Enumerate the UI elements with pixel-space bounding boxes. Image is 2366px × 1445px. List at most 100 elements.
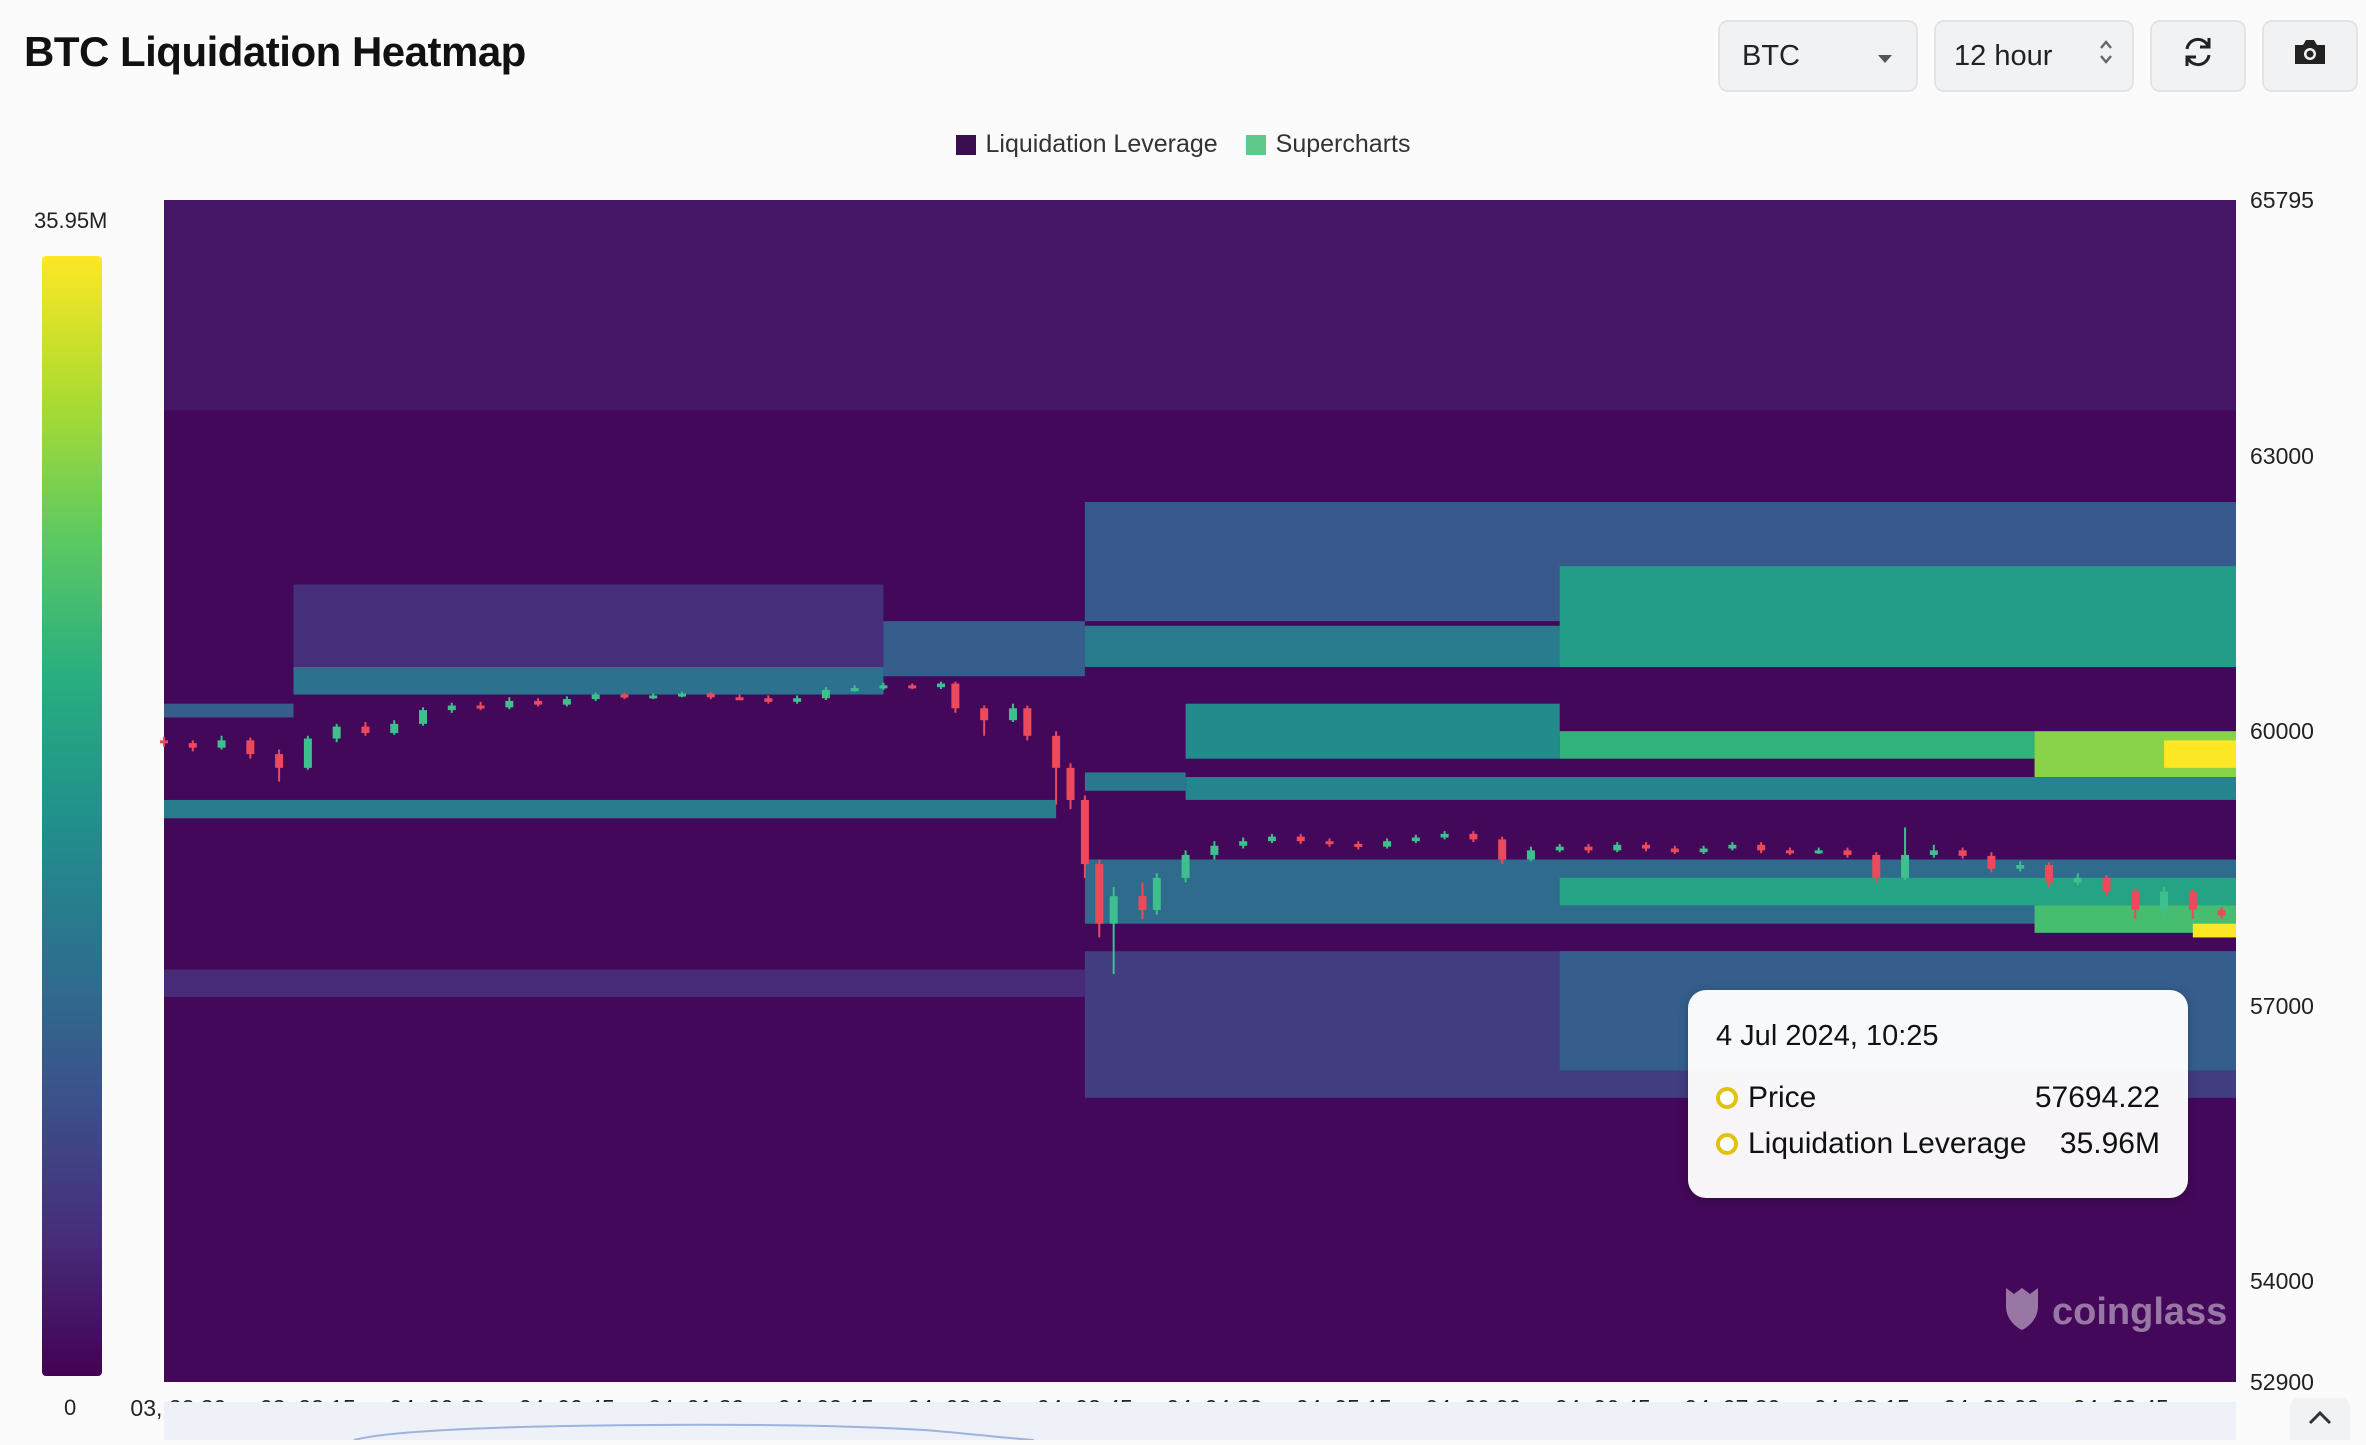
candle[interactable] <box>447 702 456 713</box>
candle[interactable] <box>821 687 830 701</box>
candle[interactable] <box>1411 834 1420 844</box>
candle[interactable] <box>879 682 888 690</box>
candle[interactable] <box>2073 873 2082 886</box>
refresh-button[interactable] <box>2150 20 2246 92</box>
candle[interactable] <box>390 720 399 735</box>
colorbar[interactable] <box>42 256 102 1376</box>
candle-body <box>706 693 715 698</box>
candle[interactable] <box>1670 845 1679 855</box>
candle[interactable] <box>1526 846 1535 862</box>
candle[interactable] <box>1023 705 1032 741</box>
candle[interactable] <box>332 723 341 743</box>
heat-band <box>883 621 1085 677</box>
candle[interactable] <box>1080 795 1089 878</box>
candle-body <box>1901 854 1910 878</box>
candle[interactable] <box>1613 842 1622 853</box>
candle[interactable] <box>908 683 917 690</box>
screenshot-button[interactable] <box>2262 20 2358 92</box>
refresh-icon <box>2180 34 2216 78</box>
candle[interactable] <box>735 694 744 701</box>
candle[interactable] <box>1929 844 1938 858</box>
candle[interactable] <box>1267 833 1276 844</box>
legend-item-supercharts[interactable]: Supercharts <box>1245 130 1410 159</box>
candle[interactable] <box>1901 827 1910 880</box>
candle[interactable] <box>1152 873 1161 915</box>
candle[interactable] <box>476 701 485 711</box>
navigator-line <box>353 1423 1035 1441</box>
candle[interactable] <box>534 698 543 707</box>
candle[interactable] <box>793 695 802 704</box>
candle-body <box>160 740 168 744</box>
candle[interactable] <box>850 685 859 692</box>
candle[interactable] <box>1642 842 1651 852</box>
candle[interactable] <box>1066 763 1075 810</box>
candle[interactable] <box>1987 852 1996 873</box>
candle[interactable] <box>1699 845 1708 855</box>
candle[interactable] <box>1095 859 1104 938</box>
candle[interactable] <box>1109 887 1118 975</box>
candle[interactable] <box>160 736 168 747</box>
candle[interactable] <box>1138 882 1147 920</box>
candle[interactable] <box>361 722 370 736</box>
heat-band <box>1559 566 2236 668</box>
candle[interactable] <box>591 692 600 701</box>
candle[interactable] <box>951 681 960 713</box>
candle[interactable] <box>1584 843 1593 854</box>
candle[interactable] <box>1469 831 1478 843</box>
candle[interactable] <box>1814 847 1823 855</box>
candle[interactable] <box>2102 875 2111 897</box>
candle[interactable] <box>1728 842 1737 851</box>
candle[interactable] <box>2044 862 2053 888</box>
candle-body <box>951 683 960 709</box>
candle[interactable] <box>275 749 284 782</box>
candle[interactable] <box>1958 847 1967 859</box>
candle-body <box>419 710 427 724</box>
candle[interactable] <box>764 695 773 704</box>
candle[interactable] <box>1052 731 1061 805</box>
legend-item-liquidation-leverage[interactable]: Liquidation Leverage <box>955 130 1218 159</box>
candle[interactable] <box>1498 836 1507 865</box>
candle[interactable] <box>1843 847 1852 858</box>
candle[interactable] <box>419 707 427 726</box>
candle[interactable] <box>217 735 226 750</box>
candle[interactable] <box>706 691 715 700</box>
candle[interactable] <box>2188 888 2197 920</box>
candle[interactable] <box>246 737 255 759</box>
candle[interactable] <box>1354 841 1363 850</box>
time-range-select-value: 12 hour <box>1954 39 2053 72</box>
candle[interactable] <box>303 735 312 770</box>
candle[interactable] <box>1296 833 1305 844</box>
candle[interactable] <box>980 705 989 736</box>
candle[interactable] <box>937 681 945 690</box>
candle[interactable] <box>188 740 197 752</box>
candle[interactable] <box>678 691 686 698</box>
candle-body <box>1670 848 1679 853</box>
time-navigator[interactable] <box>164 1402 2236 1441</box>
candle[interactable] <box>2217 907 2226 920</box>
symbol-select[interactable]: BTC <box>1718 20 1918 92</box>
scroll-top-button[interactable] <box>2290 1398 2350 1440</box>
candle[interactable] <box>1008 703 1017 723</box>
candle[interactable] <box>1383 838 1392 849</box>
candle[interactable] <box>562 696 571 707</box>
candle[interactable] <box>620 692 629 700</box>
candle[interactable] <box>1181 850 1190 883</box>
candle-body <box>303 738 312 768</box>
candle[interactable] <box>2131 887 2140 920</box>
candle[interactable] <box>1555 843 1564 853</box>
candle[interactable] <box>649 693 658 700</box>
candle[interactable] <box>1325 838 1334 847</box>
candle[interactable] <box>1785 847 1794 855</box>
candle[interactable] <box>2016 861 2025 872</box>
y-tick-label: 52900 <box>2250 1369 2314 1395</box>
heat-band <box>293 667 884 695</box>
candle[interactable] <box>1239 837 1248 849</box>
candle[interactable] <box>1757 842 1766 854</box>
candle[interactable] <box>1210 841 1219 860</box>
time-range-select[interactable]: 12 hour <box>1934 20 2134 92</box>
candle[interactable] <box>2160 887 2169 917</box>
candle[interactable] <box>505 697 514 710</box>
candle[interactable] <box>1440 831 1449 840</box>
candle[interactable] <box>1872 852 1881 883</box>
